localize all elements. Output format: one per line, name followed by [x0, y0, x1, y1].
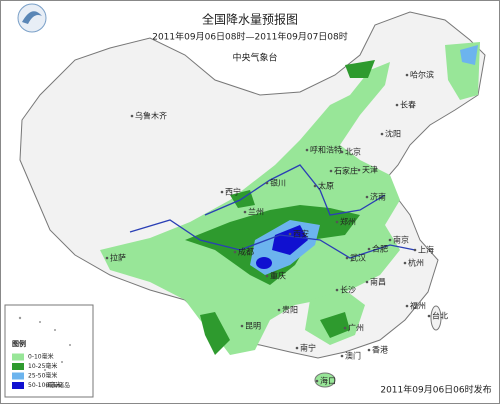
city-dot: [388, 238, 392, 242]
city-dot: [265, 274, 269, 278]
city-label: 福州: [410, 302, 426, 311]
city-dot: [405, 304, 409, 308]
city-dot: [395, 103, 399, 107]
city-dot: [130, 114, 134, 118]
city-dot: [380, 132, 384, 136]
city-dot: [343, 326, 347, 330]
legend-label: 10-25毫米: [28, 362, 57, 370]
city-dot: [233, 250, 237, 254]
city-label: 乌鲁木齐: [135, 111, 167, 121]
city-label: 呼和浩特: [310, 145, 342, 155]
city-label: 合肥: [372, 244, 388, 254]
title: 全国降水量预报图: [202, 12, 298, 27]
city-dot: [427, 314, 431, 318]
city-dot: [335, 288, 339, 292]
legend-label: 25-50毫米: [28, 372, 57, 380]
city-label: 昆明: [245, 322, 261, 331]
city-dot: [357, 168, 361, 172]
legend-swatch: [12, 372, 24, 380]
city-label: 武汉: [350, 253, 366, 263]
logo-mark: [22, 11, 42, 24]
city-dot: [240, 324, 244, 328]
city-label: 广州: [348, 323, 364, 333]
city-label: 南宁: [300, 343, 316, 353]
city-label: 兰州: [248, 207, 264, 217]
city-dot: [315, 379, 319, 383]
taiwan: [430, 305, 442, 331]
legend-swatch: [12, 382, 24, 389]
city-label: 西宁: [225, 187, 241, 197]
city-label: 澳门: [345, 351, 361, 361]
city-label: 郑州: [340, 217, 356, 227]
city-dot: [313, 184, 317, 188]
city-dot: [367, 247, 371, 251]
city-dot: [365, 195, 369, 199]
legend-swatch: [12, 363, 24, 370]
city-label: 长沙: [340, 285, 356, 295]
city-label: 香港: [372, 345, 388, 355]
city-label: 太原: [318, 181, 334, 191]
city-label: 长春: [400, 100, 416, 110]
islands: [18, 316, 71, 371]
city-dot: [288, 232, 292, 236]
legend-label: 0-10毫米: [28, 353, 54, 361]
river: [204, 164, 386, 216]
city-label: 贵阳: [282, 305, 298, 315]
city-label: 济南: [370, 192, 386, 202]
city-label: 天津: [362, 165, 378, 175]
city-label: 上海: [418, 245, 434, 255]
city-dot: [305, 148, 309, 152]
city-label: 台北: [432, 311, 448, 321]
rain-areas: [100, 42, 480, 355]
city-label: 沈阳: [385, 129, 401, 139]
city-label: 成都: [238, 247, 254, 257]
legend-label: 50-100毫米: [28, 381, 61, 389]
hainan: [314, 372, 336, 388]
city-label: 哈尔滨: [410, 70, 434, 80]
inset: [4, 304, 94, 398]
period: 2011年09月06日08时—2011年09月07日08时: [152, 31, 348, 43]
river: [129, 219, 416, 259]
city-dot: [365, 280, 369, 284]
city-dot: [265, 181, 269, 185]
city-label: 银川: [270, 178, 286, 188]
city-label: 石家庄: [334, 166, 358, 176]
city-label: 重庆: [270, 271, 286, 281]
city-dot: [335, 220, 339, 224]
city-dot: [340, 354, 344, 358]
city-label: 拉萨: [110, 253, 126, 263]
city-dot: [329, 169, 333, 173]
city-dot: [367, 348, 371, 352]
city-label: 北京: [345, 147, 361, 157]
city-dot: [105, 256, 109, 260]
city-dot: [243, 210, 247, 214]
city-dot: [345, 256, 349, 260]
legend-swatch: [12, 353, 24, 361]
city-dot: [220, 190, 224, 194]
city-label: 海口: [320, 376, 336, 386]
city-dot: [340, 150, 344, 154]
city-dot: [403, 261, 407, 265]
city-label: 西安: [293, 229, 309, 239]
city-label: 杭州: [408, 258, 424, 268]
footer: 2011年09月06日06时发布: [380, 384, 491, 396]
city-dot: [277, 308, 281, 312]
city-label: 南昌: [370, 277, 386, 287]
agency: 中央气象台: [232, 52, 277, 64]
city-dot: [413, 248, 417, 252]
city-dot: [405, 73, 409, 77]
legend-title: 图例: [12, 339, 26, 348]
city-dot: [295, 346, 299, 350]
city-label: 南京: [393, 235, 409, 245]
inset-label: 南海诸岛: [46, 382, 70, 390]
